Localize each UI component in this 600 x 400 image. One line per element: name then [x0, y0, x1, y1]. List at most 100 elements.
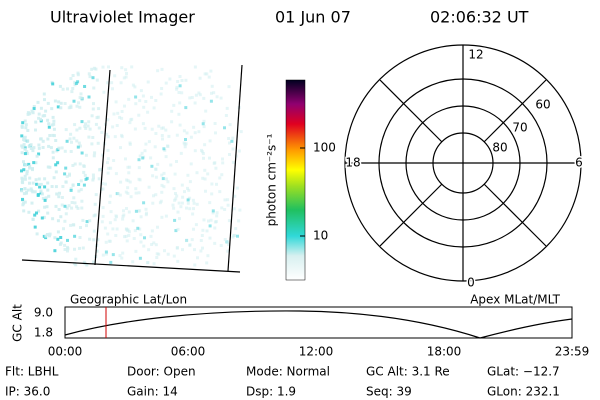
pixel — [160, 126, 164, 130]
x-tick: 06:00 — [171, 345, 206, 359]
pixel — [50, 185, 54, 188]
pixel — [25, 150, 29, 154]
pixel — [188, 243, 192, 247]
pixel — [137, 158, 141, 162]
pixel — [22, 209, 26, 213]
pixel — [31, 168, 34, 172]
pixel — [98, 168, 102, 172]
pixel — [163, 249, 166, 253]
pixel — [43, 185, 47, 189]
pixel — [104, 252, 108, 256]
pixel — [180, 79, 184, 82]
pixel — [121, 251, 125, 255]
pixel — [114, 100, 118, 104]
pixel — [207, 75, 211, 79]
pixel — [200, 150, 204, 154]
pixel — [138, 227, 142, 231]
pixel — [85, 263, 89, 267]
pixel — [213, 122, 217, 125]
pixel — [138, 99, 142, 103]
pixel — [113, 135, 117, 139]
pixel — [209, 218, 213, 222]
pixel — [218, 176, 222, 180]
pixel — [194, 93, 198, 97]
pixel — [150, 164, 154, 168]
pixel — [138, 256, 142, 260]
pixel — [63, 149, 67, 153]
pixel — [215, 211, 219, 215]
pixel — [31, 181, 35, 185]
pixel — [152, 106, 156, 110]
time: 02:06:32 UT — [430, 8, 529, 27]
pixel — [137, 191, 141, 195]
pixel — [152, 241, 156, 245]
pixel — [29, 143, 33, 147]
pixel — [21, 145, 25, 149]
pixel — [76, 145, 80, 149]
pixel — [188, 207, 192, 211]
clock-label: 18 — [345, 156, 360, 170]
pixel — [48, 234, 51, 238]
pixel — [138, 209, 142, 213]
pixel — [46, 118, 50, 122]
pixel — [31, 190, 35, 194]
pixel — [232, 233, 236, 237]
pixel — [63, 243, 67, 247]
pixel — [167, 134, 171, 138]
pixel — [119, 146, 122, 150]
pixel — [22, 160, 25, 164]
pixel — [225, 106, 229, 110]
pixel — [92, 154, 96, 158]
pixel — [49, 146, 53, 150]
pixel — [48, 165, 52, 169]
pixel — [60, 203, 64, 207]
pixel — [45, 205, 49, 209]
pixel — [151, 174, 155, 178]
pixel — [199, 239, 203, 242]
pixel — [159, 92, 163, 96]
pixel — [122, 76, 126, 80]
info-field: Flt: LBHL — [5, 365, 59, 379]
info-field: GLat: −12.7 — [487, 365, 560, 379]
pixel — [22, 136, 26, 140]
pixel — [57, 100, 61, 104]
pixel — [191, 212, 195, 216]
pixel — [46, 101, 50, 105]
pixel — [96, 238, 100, 242]
pixel — [52, 127, 56, 131]
pixel — [23, 200, 27, 204]
pixel — [208, 224, 212, 228]
timeline-frame — [64, 306, 573, 339]
pixel — [40, 192, 44, 196]
pixel — [69, 187, 73, 191]
pixel — [115, 227, 119, 231]
pixel — [28, 181, 31, 185]
pixel — [142, 244, 146, 248]
pixel — [83, 173, 87, 177]
pixel — [87, 135, 91, 139]
pixel — [77, 141, 81, 145]
pixel — [164, 155, 168, 159]
pixel — [176, 227, 180, 231]
pixel — [27, 145, 31, 149]
pixel — [197, 130, 201, 134]
pixel — [53, 99, 57, 103]
lat-label: 60 — [535, 98, 550, 112]
pixel — [203, 177, 207, 181]
pixel — [175, 85, 179, 89]
pixel — [111, 125, 115, 129]
pixel — [56, 219, 60, 223]
pixel — [54, 170, 58, 174]
pixel — [107, 166, 111, 170]
pixel — [237, 149, 241, 153]
pixel — [47, 144, 51, 148]
pixel — [68, 173, 71, 177]
pixel — [23, 174, 27, 178]
pixel — [212, 91, 216, 95]
pixel — [34, 161, 38, 165]
pixel — [28, 176, 32, 180]
pixel — [24, 126, 28, 130]
pixel — [128, 180, 132, 184]
pixel — [131, 260, 135, 264]
pixel — [160, 134, 164, 137]
